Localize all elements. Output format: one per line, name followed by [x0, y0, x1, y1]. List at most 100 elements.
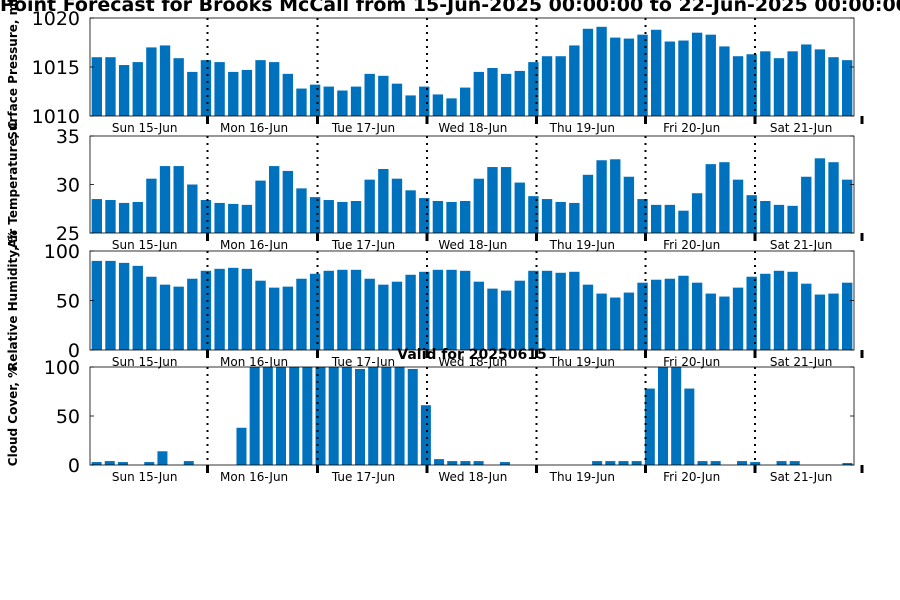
bar: [146, 276, 157, 350]
bar: [268, 62, 280, 116]
day-label: Sun 15-Jun: [112, 238, 178, 252]
day-label: Sun 15-Jun: [112, 470, 178, 484]
bar: [460, 461, 471, 465]
day-label: Sat 21-Jun: [770, 121, 833, 135]
bar: [432, 200, 444, 233]
bar: [91, 260, 103, 350]
bar: [255, 60, 266, 116]
bar: [241, 268, 253, 350]
bar: [241, 69, 253, 116]
bar: [282, 286, 294, 350]
bar: [555, 201, 566, 233]
bar: [378, 75, 389, 116]
day-label: Sat 21-Jun: [770, 470, 833, 484]
bar: [705, 34, 716, 116]
bar: [514, 182, 525, 233]
bar: [364, 278, 375, 350]
bar: [569, 45, 580, 116]
bar: [104, 461, 115, 465]
bar: [528, 270, 539, 350]
day-label: Wed 18-Jun: [438, 121, 507, 135]
day-label: Fri 20-Jun: [663, 355, 720, 369]
bar: [678, 40, 689, 116]
bar: [500, 73, 512, 116]
plot-frame: [89, 366, 855, 466]
bar: [618, 461, 629, 465]
bar: [750, 462, 761, 465]
bar: [773, 204, 785, 233]
bar: [773, 58, 785, 116]
bar: [296, 188, 307, 233]
bar: [118, 202, 130, 233]
bar: [776, 461, 787, 465]
bar: [801, 176, 812, 233]
bar: [173, 58, 184, 116]
bar: [499, 462, 510, 465]
bar: [105, 260, 116, 350]
bar: [814, 158, 826, 233]
bar: [582, 28, 594, 117]
bar: [746, 276, 757, 350]
day-label: Fri 20-Jun: [663, 238, 720, 252]
bar: [302, 367, 313, 465]
bar: [157, 451, 168, 465]
bar: [671, 367, 682, 465]
bar: [514, 280, 525, 350]
bar: [268, 287, 280, 350]
bar: [528, 62, 539, 116]
bar: [391, 178, 403, 233]
day-label: Mon 16-Jun: [220, 121, 288, 135]
bar: [187, 184, 198, 233]
bar: [132, 201, 143, 233]
day-label: Tue 17-Jun: [331, 470, 395, 484]
bar: [637, 34, 648, 116]
bar: [691, 32, 703, 117]
bar: [473, 71, 485, 116]
bar: [555, 56, 566, 116]
bar: [187, 71, 198, 116]
bar: [378, 168, 389, 233]
bar: [459, 87, 471, 116]
day-label: Thu 19-Jun: [549, 470, 615, 484]
bar: [650, 279, 662, 350]
bar: [228, 267, 239, 350]
bar: [644, 388, 655, 465]
bar: [473, 281, 485, 350]
bar: [364, 73, 375, 116]
bar: [337, 201, 348, 233]
bar: [569, 271, 580, 350]
day-label: Sat 21-Jun: [770, 238, 833, 252]
bar: [228, 203, 239, 233]
bar: [91, 199, 103, 233]
bar: [173, 166, 184, 233]
bar: [341, 367, 352, 465]
day-label: Mon 16-Jun: [220, 355, 288, 369]
bar: [623, 38, 635, 116]
bar: [323, 270, 334, 350]
bar: [146, 178, 157, 233]
bar: [236, 427, 247, 465]
bar: [262, 367, 273, 465]
ytick-label: 100: [44, 241, 80, 263]
bar: [328, 367, 339, 465]
bar: [275, 367, 286, 465]
day-label: Fri 20-Jun: [663, 470, 720, 484]
bar: [684, 388, 695, 465]
bar: [691, 193, 703, 233]
bar: [541, 270, 553, 350]
bar: [541, 199, 553, 233]
bar: [719, 296, 730, 350]
bar: [500, 167, 512, 233]
bar: [664, 204, 676, 233]
ytick-label: 100: [44, 357, 80, 379]
bar: [249, 367, 260, 465]
bar: [801, 44, 812, 116]
bar: [828, 162, 839, 233]
bar: [118, 262, 130, 350]
bar: [801, 283, 812, 350]
ytick-label: 0: [68, 455, 80, 477]
day-label: Tue 17-Jun: [331, 238, 395, 252]
bar: [710, 461, 721, 465]
bar: [323, 200, 334, 233]
